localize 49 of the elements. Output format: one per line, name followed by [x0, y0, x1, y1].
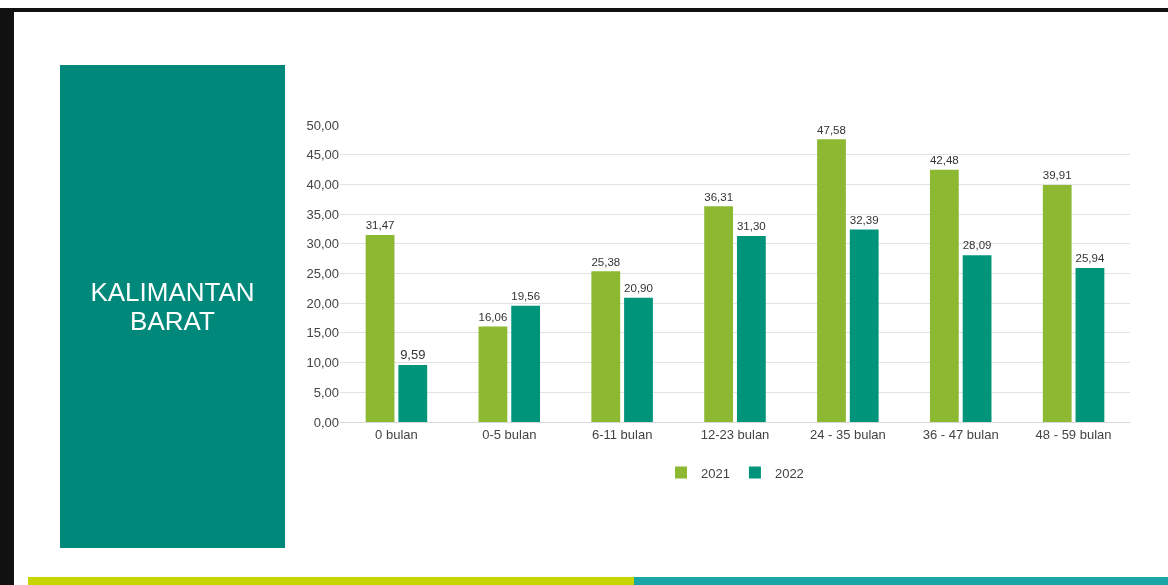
- x-tick-label: 48 - 59 bulan: [1035, 426, 1112, 442]
- y-tick-label: 20,00: [306, 295, 339, 311]
- legend-label: 2022: [774, 465, 804, 481]
- data-label: 25,94: [1075, 252, 1105, 265]
- bar: [704, 206, 734, 422]
- y-tick-label: 25,00: [306, 266, 339, 282]
- bar: [736, 236, 766, 422]
- x-tick-label: 6-11 bulan: [591, 426, 653, 442]
- data-label: 25,38: [591, 255, 621, 268]
- y-tick-label: 45,00: [306, 147, 339, 163]
- data-label: 20,90: [624, 282, 653, 295]
- x-tick-label: 0-5 bulan: [482, 426, 537, 442]
- bar: [929, 169, 959, 422]
- bar: [1075, 267, 1105, 422]
- bar: [962, 255, 992, 422]
- data-label: 39,91: [1042, 169, 1072, 182]
- y-tick-label: 10,00: [306, 355, 339, 371]
- bar: [849, 229, 879, 422]
- data-label: 28,09: [962, 239, 992, 252]
- bar: [478, 326, 508, 422]
- y-tick-label: 15,00: [306, 325, 339, 341]
- bar: [511, 305, 541, 422]
- x-tick-label: 36 - 47 bulan: [922, 426, 999, 442]
- bar: [1042, 184, 1072, 422]
- bar: [398, 365, 428, 422]
- bar: [817, 139, 846, 422]
- data-label: 47,58: [817, 123, 846, 136]
- data-label: 31,47: [365, 219, 395, 232]
- y-tick-label: 35,00: [306, 206, 339, 222]
- x-tick-label: 0 bulan: [375, 426, 418, 442]
- legend-label: 2021: [701, 465, 730, 481]
- data-label: 19,56: [511, 290, 541, 303]
- data-label: 42,48: [929, 154, 959, 167]
- y-tick-label: 5,00: [313, 384, 339, 400]
- heading-panel: KALIMANTAN BARAT: [60, 65, 285, 548]
- y-tick-label: 50,00: [306, 117, 339, 133]
- x-tick-label: 12-23 bulan: [700, 426, 770, 442]
- y-tick-label: 30,00: [306, 236, 339, 252]
- data-label: 31,30: [736, 220, 766, 233]
- data-label: 16,06: [478, 310, 508, 323]
- bar: [365, 235, 395, 422]
- data-label: 36,31: [704, 190, 734, 203]
- data-label: 32,39: [849, 213, 879, 226]
- x-tick-label: 24 - 35 bulan: [809, 426, 886, 442]
- bar: [624, 297, 653, 422]
- bar: [591, 271, 621, 422]
- y-tick-label: 0,00: [313, 414, 339, 430]
- data-label: 9,59: [400, 347, 426, 363]
- y-tick-label: 40,00: [306, 176, 339, 192]
